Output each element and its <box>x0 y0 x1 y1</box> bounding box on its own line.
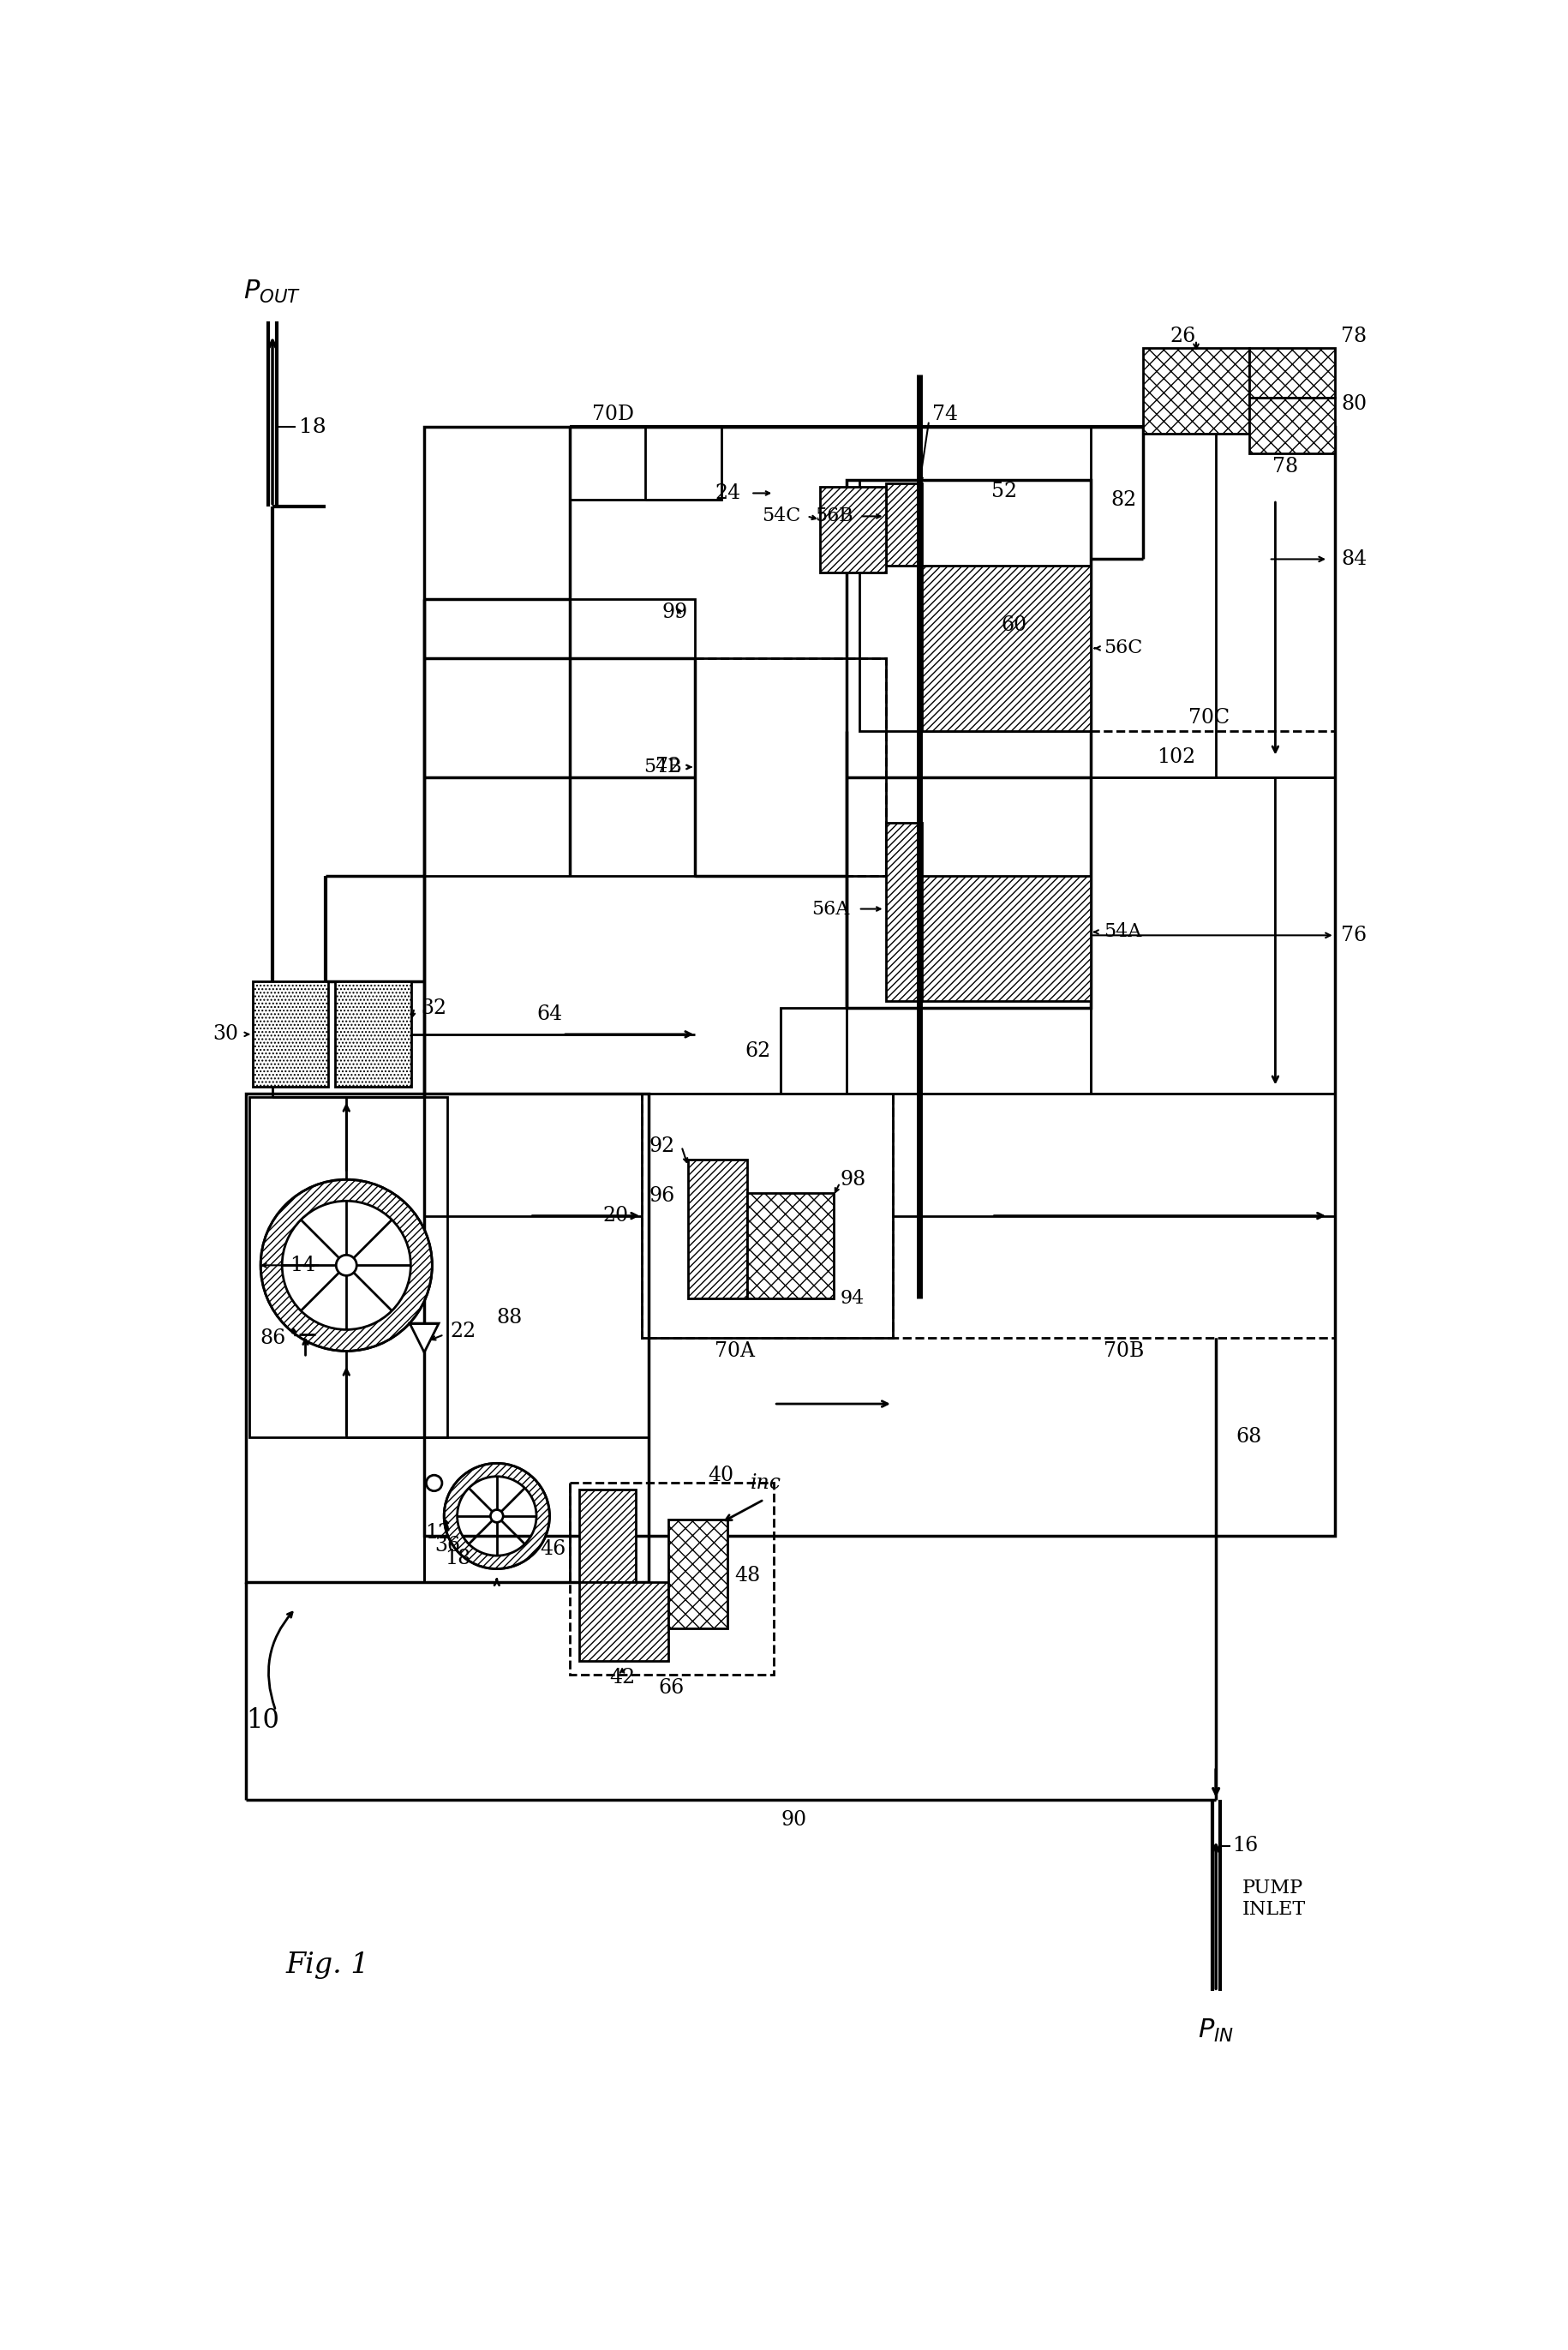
Text: 56A: 56A <box>812 900 850 919</box>
Text: 18: 18 <box>299 418 326 437</box>
Text: 96: 96 <box>649 1187 674 1206</box>
Text: 64: 64 <box>536 1006 563 1025</box>
Text: 42: 42 <box>610 1668 635 1687</box>
Bar <box>336 982 411 1088</box>
Text: 84: 84 <box>1341 550 1367 569</box>
Text: 102: 102 <box>1157 747 1195 766</box>
Text: 68: 68 <box>1236 1426 1262 1448</box>
Text: 70C: 70C <box>1189 707 1229 728</box>
Text: 70B: 70B <box>1104 1342 1145 1361</box>
Text: 56B: 56B <box>815 508 853 526</box>
Text: 78: 78 <box>1341 327 1367 345</box>
Text: 72: 72 <box>655 757 682 778</box>
Text: 80: 80 <box>1341 395 1367 414</box>
Bar <box>688 1159 748 1297</box>
Text: 18: 18 <box>444 1549 470 1570</box>
Bar <box>695 658 886 877</box>
Text: 10: 10 <box>246 1708 279 1734</box>
Bar <box>1091 428 1334 778</box>
Bar <box>579 1582 668 1661</box>
Text: PUMP
INLET: PUMP INLET <box>1242 1878 1306 1920</box>
Text: 76: 76 <box>1341 926 1367 945</box>
Bar <box>425 599 695 877</box>
Text: 22: 22 <box>450 1321 477 1342</box>
Text: 66: 66 <box>659 1678 685 1697</box>
Polygon shape <box>409 1323 439 1351</box>
Text: 70A: 70A <box>713 1342 754 1361</box>
Bar <box>1091 778 1334 1093</box>
Bar <box>246 1093 649 1582</box>
Bar <box>668 1520 728 1629</box>
Text: 48: 48 <box>734 1565 760 1586</box>
Bar <box>425 428 1334 1537</box>
Text: 30: 30 <box>213 1025 238 1043</box>
Text: 32: 32 <box>420 999 447 1018</box>
Text: $P_{OUT}$: $P_{OUT}$ <box>243 277 301 306</box>
Text: 62: 62 <box>745 1041 770 1060</box>
Text: 54A: 54A <box>1104 924 1142 942</box>
Bar <box>641 1093 892 1337</box>
Text: 46: 46 <box>539 1539 566 1558</box>
Bar <box>1250 348 1334 397</box>
Wedge shape <box>444 1464 550 1570</box>
Bar <box>579 1490 635 1582</box>
Bar <box>569 428 721 501</box>
Circle shape <box>336 1255 356 1276</box>
Text: inc: inc <box>751 1473 782 1492</box>
Text: 54C: 54C <box>762 508 800 526</box>
Bar <box>886 484 922 566</box>
Text: 52: 52 <box>991 482 1018 501</box>
Text: 56C: 56C <box>1104 639 1143 658</box>
Bar <box>695 658 886 877</box>
Bar <box>249 1097 447 1436</box>
Text: 78: 78 <box>1272 456 1298 477</box>
Bar <box>252 982 329 1088</box>
Text: 40: 40 <box>709 1466 734 1485</box>
Bar <box>892 1093 1334 1337</box>
Text: 14: 14 <box>290 1255 315 1276</box>
Wedge shape <box>260 1180 433 1351</box>
Bar <box>748 1194 833 1297</box>
Bar <box>569 1483 775 1676</box>
Text: $P_{IN}$: $P_{IN}$ <box>1198 2019 1234 2044</box>
Text: 74: 74 <box>933 404 958 423</box>
Bar <box>1215 428 1334 778</box>
Text: 94: 94 <box>840 1288 864 1307</box>
Bar <box>781 1008 1091 1093</box>
Text: 98: 98 <box>840 1170 866 1189</box>
Text: 60: 60 <box>1002 616 1027 634</box>
Text: Fig. 1: Fig. 1 <box>285 1950 370 1979</box>
Circle shape <box>426 1476 442 1490</box>
Text: 70D: 70D <box>593 404 635 423</box>
Text: 90: 90 <box>781 1810 806 1828</box>
Bar <box>641 1093 892 1337</box>
Bar <box>922 877 1091 1001</box>
Text: 99: 99 <box>662 602 688 623</box>
Text: 26: 26 <box>1170 327 1196 345</box>
Text: 82: 82 <box>1110 489 1137 510</box>
Bar <box>847 479 1091 1008</box>
Text: 20: 20 <box>604 1206 629 1227</box>
Text: 12: 12 <box>425 1523 450 1542</box>
Bar <box>1143 348 1250 435</box>
Text: 54B: 54B <box>643 757 682 776</box>
Text: 88: 88 <box>497 1309 522 1328</box>
Text: 92: 92 <box>649 1137 674 1156</box>
Bar <box>425 1436 649 1582</box>
Bar <box>922 566 1091 731</box>
Text: 36: 36 <box>434 1537 461 1556</box>
Bar <box>1091 731 1334 1093</box>
Text: 24: 24 <box>715 484 742 503</box>
Bar <box>820 486 886 573</box>
Bar <box>886 822 922 1001</box>
Bar <box>859 479 1091 731</box>
Text: 86: 86 <box>260 1328 285 1349</box>
Bar <box>1250 397 1334 454</box>
Circle shape <box>491 1509 503 1523</box>
Text: 16: 16 <box>1232 1835 1259 1856</box>
